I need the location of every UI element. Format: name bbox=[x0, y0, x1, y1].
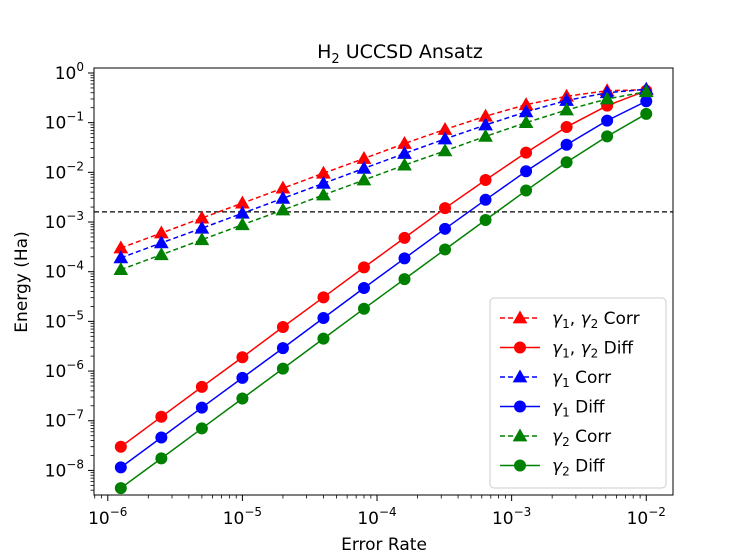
x-tick-label: 10−4 bbox=[357, 505, 396, 529]
data-point bbox=[236, 371, 249, 384]
x-tick-label: 10−2 bbox=[627, 505, 666, 529]
data-point bbox=[113, 262, 129, 276]
y-tick-label: 10−4 bbox=[45, 259, 84, 283]
legend-marker bbox=[514, 400, 526, 413]
y-tick-label: 10−2 bbox=[45, 159, 84, 183]
data-point bbox=[357, 261, 370, 274]
data-point bbox=[560, 120, 573, 133]
chart-title: H2 UCCSD Ansatz bbox=[317, 41, 483, 67]
data-point bbox=[520, 184, 533, 197]
plot-area: 10−6 10−5 10−4 10−3 10−2 10−8 10−7 10−6 10−5 10−4… bbox=[45, 60, 674, 529]
data-point bbox=[439, 202, 452, 215]
data-point bbox=[518, 115, 534, 129]
data-point bbox=[317, 311, 330, 324]
data-point bbox=[114, 482, 127, 495]
legend-marker bbox=[512, 428, 528, 442]
data-point bbox=[317, 332, 330, 345]
legend-marker bbox=[512, 369, 528, 383]
data-point bbox=[276, 342, 289, 355]
x-tick-label: 10−6 bbox=[88, 505, 127, 529]
data-point bbox=[236, 392, 249, 405]
legend-label: γ2 Diff bbox=[552, 457, 606, 479]
x-axis-label: Error Rate bbox=[341, 535, 427, 555]
data-point bbox=[479, 193, 492, 206]
data-point bbox=[357, 281, 370, 294]
y-tick-label: 100 bbox=[55, 60, 84, 84]
data-point bbox=[601, 114, 614, 127]
data-point bbox=[357, 302, 370, 315]
data-point bbox=[520, 165, 533, 178]
data-point bbox=[155, 431, 168, 444]
data-point bbox=[195, 401, 208, 414]
data-point bbox=[195, 422, 208, 435]
data-point bbox=[194, 232, 210, 246]
data-point bbox=[437, 143, 453, 157]
x-tick-label: 10−5 bbox=[223, 505, 262, 529]
axes-frame bbox=[93, 67, 674, 496]
data-point bbox=[439, 243, 452, 256]
data-point bbox=[398, 273, 411, 286]
data-point bbox=[638, 84, 654, 98]
y-tick-label: 10−3 bbox=[45, 209, 84, 233]
y-tick-label: 10−6 bbox=[45, 358, 84, 382]
legend-marker bbox=[512, 310, 528, 324]
data-point bbox=[478, 128, 493, 142]
legend-label: γ1 Diff bbox=[552, 398, 606, 420]
data-point bbox=[114, 440, 127, 453]
data-point bbox=[114, 461, 127, 474]
data-point bbox=[155, 410, 168, 423]
legend-box bbox=[489, 297, 667, 489]
legend-marker bbox=[514, 459, 526, 472]
x-tick-label: 10−3 bbox=[492, 505, 531, 529]
data-point bbox=[439, 222, 452, 235]
legend-label: γ1 Corr bbox=[552, 368, 611, 390]
data-point bbox=[397, 157, 412, 171]
data-point bbox=[398, 252, 411, 265]
data-point bbox=[560, 138, 573, 151]
legend-marker bbox=[514, 341, 526, 354]
data-point bbox=[155, 452, 168, 465]
data-point bbox=[356, 172, 372, 186]
y-axis-label: Energy (Ha) bbox=[12, 231, 32, 332]
legend-label: γ2 Corr bbox=[552, 427, 611, 449]
data-point bbox=[479, 174, 492, 187]
data-point bbox=[153, 247, 169, 261]
data-point bbox=[640, 107, 653, 120]
series-line bbox=[120, 113, 647, 489]
legend-label: γ1, γ2 Corr bbox=[552, 309, 640, 331]
data-point bbox=[235, 217, 250, 231]
series-line bbox=[120, 88, 647, 249]
series-line bbox=[120, 90, 647, 271]
data-point bbox=[398, 231, 411, 244]
series-line bbox=[120, 89, 647, 448]
data-point bbox=[559, 102, 574, 116]
data-point bbox=[479, 213, 492, 226]
legend-label: γ1, γ2 Diff bbox=[552, 339, 634, 361]
series-line bbox=[120, 88, 647, 259]
data-point bbox=[560, 156, 573, 169]
data-point bbox=[195, 380, 208, 393]
data-point bbox=[601, 130, 614, 143]
data-point bbox=[276, 362, 289, 375]
y-tick-label: 10−1 bbox=[45, 110, 84, 134]
data-point bbox=[599, 91, 615, 105]
y-tick-label: 10−5 bbox=[45, 308, 84, 332]
data-point bbox=[640, 95, 653, 108]
data-point bbox=[236, 351, 249, 364]
data-point bbox=[276, 321, 289, 334]
series-line bbox=[120, 100, 647, 469]
data-point bbox=[520, 146, 533, 159]
y-tick-label: 10−8 bbox=[45, 457, 84, 481]
data-point bbox=[316, 187, 331, 201]
y-tick-label: 10−7 bbox=[45, 408, 84, 432]
data-point bbox=[275, 202, 291, 216]
data-point bbox=[317, 291, 330, 304]
